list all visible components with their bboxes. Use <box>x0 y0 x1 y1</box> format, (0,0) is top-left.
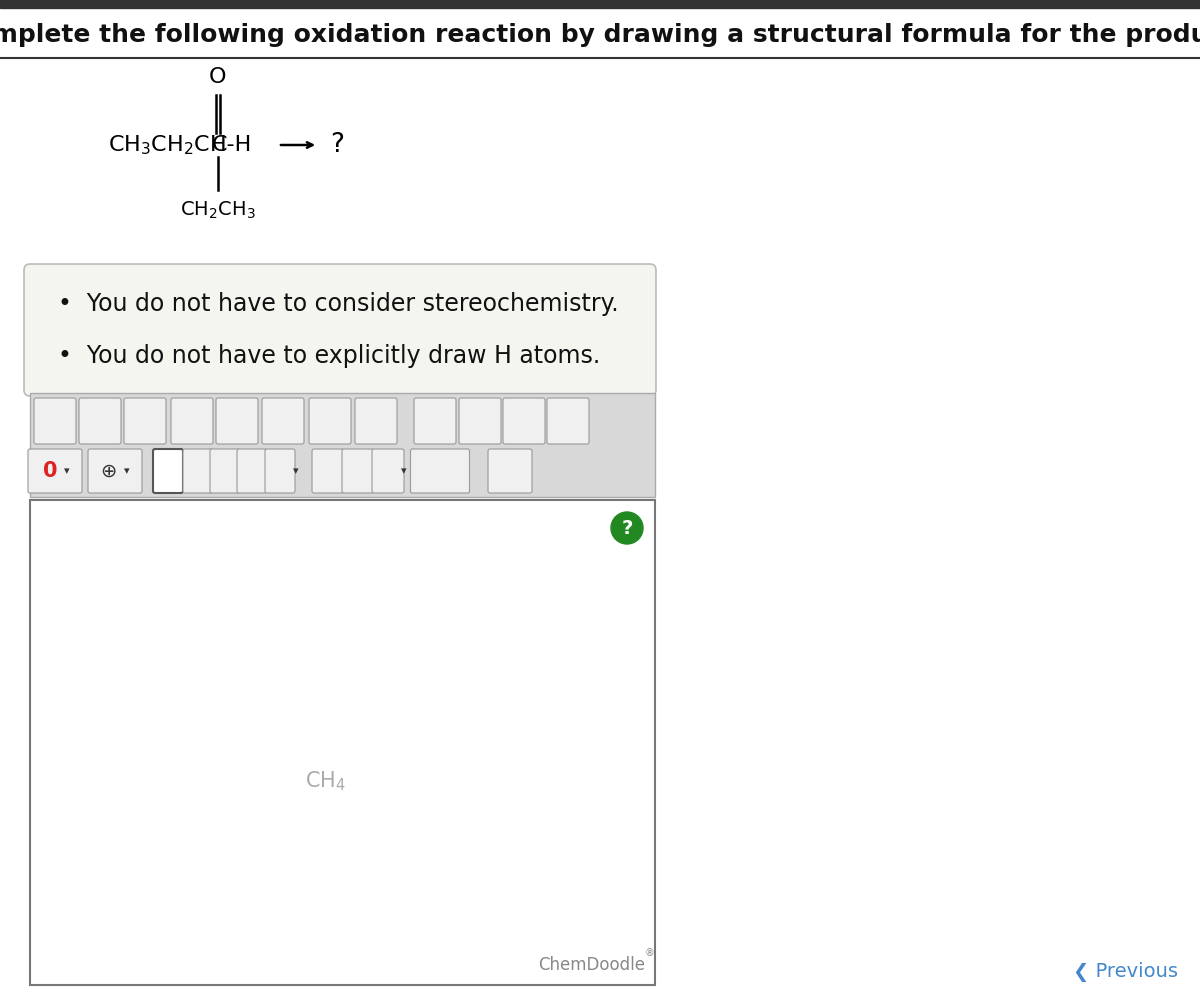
FancyBboxPatch shape <box>310 398 352 444</box>
Bar <box>30 393 655 497</box>
Text: 0: 0 <box>43 461 58 481</box>
FancyBboxPatch shape <box>28 449 82 493</box>
Text: •  You do not have to consider stereochemistry.: • You do not have to consider stereochem… <box>58 291 619 316</box>
FancyBboxPatch shape <box>312 449 344 493</box>
FancyBboxPatch shape <box>124 398 166 444</box>
FancyBboxPatch shape <box>238 449 266 493</box>
Bar <box>30 500 655 985</box>
Text: ⊕: ⊕ <box>100 462 116 481</box>
Bar <box>0 0 1200 8</box>
Text: CH$_4$: CH$_4$ <box>305 770 346 793</box>
Text: ChemDoodle: ChemDoodle <box>538 956 646 974</box>
Text: ❮ Previous: ❮ Previous <box>1073 962 1178 982</box>
FancyBboxPatch shape <box>172 398 214 444</box>
FancyBboxPatch shape <box>547 398 589 444</box>
Text: Complete the following oxidation reaction by drawing a structural formula for th: Complete the following oxidation reactio… <box>0 23 1200 47</box>
FancyBboxPatch shape <box>355 398 397 444</box>
FancyBboxPatch shape <box>88 449 142 493</box>
Text: ▾: ▾ <box>401 466 407 476</box>
FancyBboxPatch shape <box>34 398 76 444</box>
Text: ®: ® <box>646 948 655 958</box>
FancyBboxPatch shape <box>154 449 182 493</box>
FancyBboxPatch shape <box>182 449 214 493</box>
FancyBboxPatch shape <box>458 398 502 444</box>
Text: CH$_3$CH$_2$CH: CH$_3$CH$_2$CH <box>108 134 226 157</box>
FancyBboxPatch shape <box>24 264 656 396</box>
Text: C-H: C-H <box>212 135 252 155</box>
FancyBboxPatch shape <box>210 449 240 493</box>
Text: ▾: ▾ <box>124 466 130 476</box>
FancyBboxPatch shape <box>503 398 545 444</box>
FancyBboxPatch shape <box>488 449 532 493</box>
Text: O: O <box>209 67 227 87</box>
FancyBboxPatch shape <box>262 398 304 444</box>
FancyBboxPatch shape <box>216 398 258 444</box>
Text: ?: ? <box>622 518 632 537</box>
Text: •  You do not have to explicitly draw H atoms.: • You do not have to explicitly draw H a… <box>58 344 600 369</box>
FancyBboxPatch shape <box>414 398 456 444</box>
Text: ▾: ▾ <box>64 466 70 476</box>
FancyBboxPatch shape <box>410 449 469 493</box>
Text: ▾: ▾ <box>293 466 299 476</box>
FancyBboxPatch shape <box>265 449 295 493</box>
FancyBboxPatch shape <box>342 449 374 493</box>
Text: CH$_2$CH$_3$: CH$_2$CH$_3$ <box>180 200 256 221</box>
FancyBboxPatch shape <box>79 398 121 444</box>
FancyBboxPatch shape <box>372 449 404 493</box>
Text: ?: ? <box>330 132 344 158</box>
Circle shape <box>611 512 643 544</box>
